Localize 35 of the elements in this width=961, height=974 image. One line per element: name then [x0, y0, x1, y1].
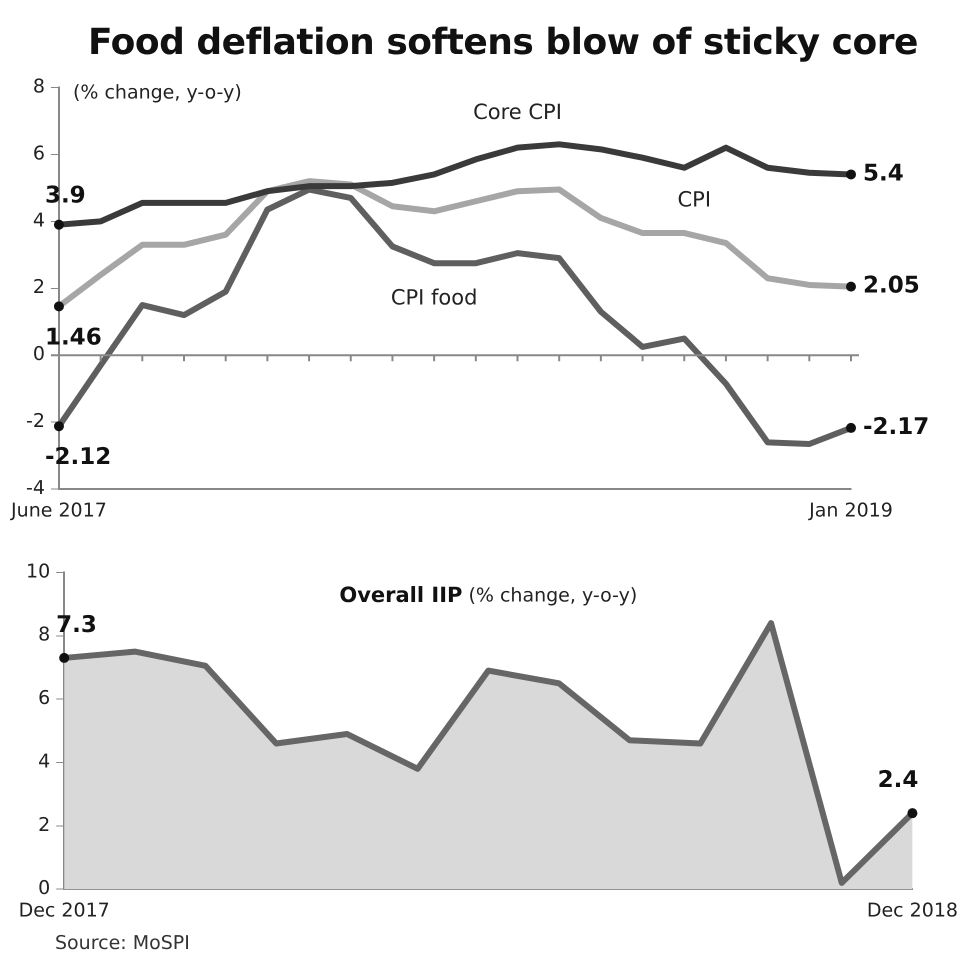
point [54, 220, 64, 230]
y-tick-label: 8 [32, 75, 45, 98]
series-label: CPI [677, 188, 712, 212]
x-tick-label: Dec 2017 [18, 900, 110, 922]
data-label: -2.12 [44, 444, 112, 470]
x-tick-label: June 2017 [10, 500, 107, 522]
y-tick-label: 6 [32, 142, 45, 164]
y-tick-label: 8 [38, 624, 50, 646]
y-tick-label: 4 [38, 750, 50, 772]
point [846, 169, 856, 180]
data-label: 3.9 [44, 182, 86, 209]
source-note: Source: MoSPI [55, 932, 190, 954]
series-label: Core CPI [473, 100, 562, 124]
y-tick-label: 0 [32, 343, 45, 366]
y-tick-label: -4 [26, 477, 45, 500]
y-tick-label: 0 [38, 877, 50, 900]
data-label: -2.17 [863, 414, 930, 440]
y-tick-label: 2 [32, 276, 45, 298]
data-label: 2.4 [878, 767, 918, 794]
data-label: 5.4 [863, 160, 904, 186]
y-axis-title: (% change, y-o-y) [72, 81, 242, 104]
chart-title: Food deflation softens blow of sticky core [88, 22, 918, 63]
x-tick-label: Dec 2018 [866, 900, 958, 922]
series-label: CPI food [390, 286, 478, 310]
data-label: 2.05 [863, 272, 920, 299]
data-label: 7.3 [56, 612, 97, 638]
data-label: 1.46 [44, 324, 102, 350]
x-tick-label: Jan 2019 [808, 500, 893, 522]
y-tick-label: 10 [26, 560, 50, 582]
y-tick-label: 2 [38, 814, 50, 836]
y-tick-label: -2 [26, 410, 45, 432]
y-tick-label: 6 [38, 687, 50, 710]
y-tick-label: 4 [32, 209, 45, 232]
text: Overall IIP [339, 582, 462, 607]
text: (% change, y-o-y) [462, 584, 638, 606]
